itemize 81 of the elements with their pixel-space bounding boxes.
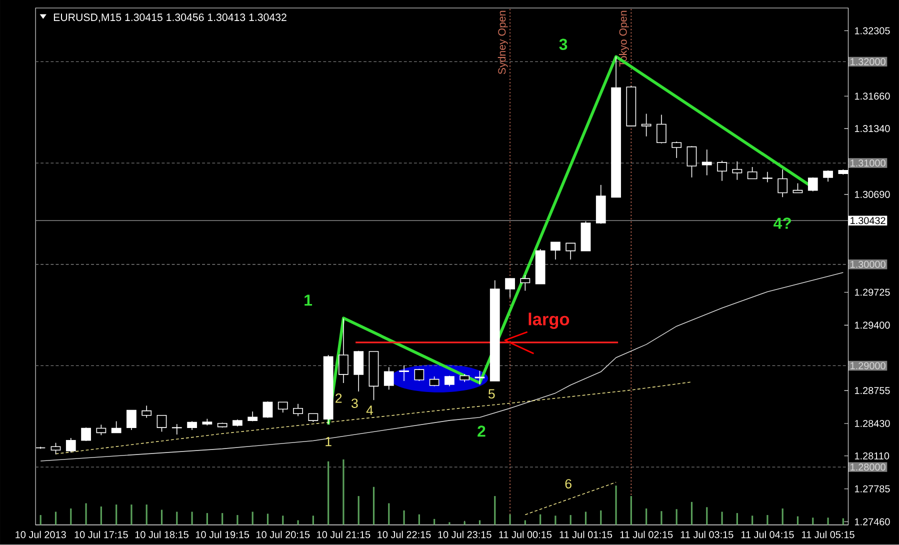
- annotation: 2: [336, 394, 342, 403]
- x-tick-label: 10 Jul 20:15: [256, 530, 310, 538]
- x-tick-label: 11 Jul 05:15: [802, 530, 854, 538]
- annotation: 3: [352, 398, 358, 408]
- ref-line-label: 1.30432: [850, 217, 886, 224]
- candlestick: [172, 424, 182, 436]
- ref-line-label: 1.32000: [850, 58, 886, 66]
- x-tick-label: 11 Jul 02:15: [620, 530, 673, 538]
- annotation: 2: [478, 426, 486, 437]
- x-tick-label: 11 Jul 01:15: [560, 530, 612, 538]
- x-tick-label: 10 Jul 21:15: [317, 530, 370, 538]
- x-tick-label: 10 Jul 18:15: [135, 530, 188, 538]
- x-tick-label: 10 Jul 23:15: [438, 530, 492, 538]
- candlestick: [778, 169, 788, 198]
- candlestick: [762, 172, 772, 183]
- line-series: [55, 382, 692, 454]
- y-tick-label: 1.28430: [854, 420, 890, 428]
- candlestick: [384, 366, 394, 390]
- annotation: largo: [528, 312, 570, 329]
- annotation: 3: [559, 38, 568, 50]
- candlestick: [50, 442, 61, 455]
- candlestick: [399, 365, 409, 382]
- candlestick: [96, 424, 106, 436]
- ref-line-label: Sydney Open: [498, 11, 508, 74]
- candlestick: [278, 402, 288, 414]
- candlestick: [732, 161, 742, 180]
- candlestick: [792, 183, 803, 194]
- candlestick: [474, 370, 485, 385]
- x-tick-label: 11 Jul 04:15: [741, 530, 794, 538]
- ref-line-label: 1.28000: [850, 464, 886, 471]
- annotation: 6: [565, 479, 572, 489]
- candlestick: [414, 368, 424, 382]
- y-tick-label: 1.29725: [854, 288, 890, 296]
- annotation: 5: [488, 389, 495, 399]
- candlestick: [66, 438, 76, 453]
- candlestick: [505, 278, 515, 298]
- annotation: 4?: [774, 218, 791, 229]
- y-tick-label: 1.31660: [854, 92, 890, 100]
- candlestick: [717, 160, 727, 182]
- candlestick: [248, 411, 258, 422]
- candlestick: [641, 114, 652, 137]
- annotation: 1: [304, 294, 312, 306]
- chart-title: EURUSD,M15 1.30415 1.30456 1.30413 1.30432: [54, 14, 286, 22]
- candlestick: [550, 242, 560, 260]
- ref-line-label: 1.30000: [850, 260, 886, 268]
- candlestick: [656, 114, 666, 144]
- candlestick: [566, 242, 576, 260]
- annotation: 1: [326, 437, 332, 446]
- candlestick: [142, 405, 152, 418]
- y-tick-label: 1.30690: [854, 191, 890, 198]
- candlestick: [686, 146, 697, 178]
- candlestick: [293, 404, 303, 417]
- y-tick-label: 1.28110: [854, 452, 890, 460]
- candlestick: [338, 318, 348, 384]
- annotation: 4: [366, 406, 374, 415]
- candlestick: [747, 166, 758, 180]
- candlestick: [672, 141, 682, 158]
- candlestick: [702, 149, 712, 176]
- candlestick: [262, 401, 273, 418]
- y-tick-label: 1.27785: [854, 485, 890, 493]
- y-tick-label: 1.32305: [854, 27, 890, 34]
- y-tick-label: 1.27460: [854, 518, 890, 526]
- candlestick: [354, 350, 364, 392]
- x-tick-label: 10 Jul 19:15: [196, 530, 250, 538]
- candlestick: [126, 410, 136, 430]
- candlestick: [808, 177, 818, 192]
- candlestick: [823, 170, 833, 182]
- candlestick: [81, 427, 91, 442]
- x-tick-label: 10 Jul 22:15: [378, 530, 431, 538]
- ref-line-label: 1.31000: [850, 160, 886, 167]
- x-tick-label: 11 Jul 03:15: [680, 530, 734, 538]
- x-tick-label: 10 Jul 17:15: [74, 530, 128, 538]
- y-tick-label: 1.31340: [854, 125, 890, 132]
- candlestick: [156, 415, 167, 432]
- x-tick-label: 11 Jul 00:15: [499, 530, 552, 538]
- x-tick-label: 10 Jul 2013: [16, 530, 66, 538]
- candlestick: [520, 274, 530, 292]
- y-tick-label: 1.28755: [854, 387, 890, 394]
- y-tick-label: 1.29400: [854, 322, 890, 329]
- ref-line-label: 1.29000: [850, 362, 886, 370]
- candlestick: [111, 420, 122, 434]
